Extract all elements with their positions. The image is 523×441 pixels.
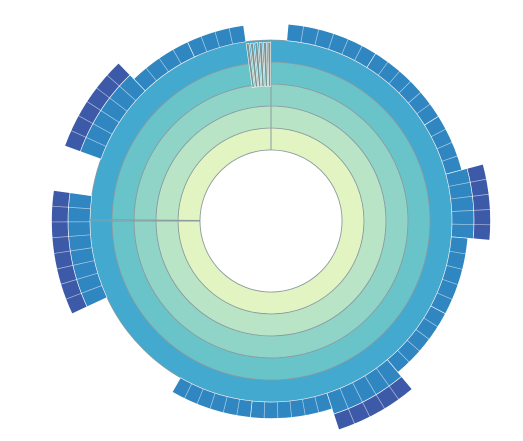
sunburst-divider: [328, 33, 334, 50]
sunburst-divider: [68, 206, 91, 210]
sunburst-divider: [68, 234, 91, 237]
sunburst-outer-sector-3-level-6: [466, 163, 491, 241]
sunburst-divider: [70, 130, 87, 138]
sunburst-divider: [436, 292, 453, 300]
sunburst-divider: [76, 272, 98, 280]
sunburst-divider: [158, 58, 169, 73]
sunburst-divider: [236, 399, 240, 416]
sunburst-divider: [302, 399, 306, 416]
sunburst-divider: [78, 115, 94, 124]
sunburst-divider: [200, 36, 208, 52]
sunburst-divider: [348, 408, 355, 425]
sunburst-divider: [214, 31, 220, 48]
sunburst-divider: [263, 401, 266, 419]
sunburst-divider: [172, 49, 182, 65]
sunburst-divider: [339, 388, 349, 409]
sunburst-divider: [184, 383, 192, 399]
sunburst-divider: [109, 97, 128, 112]
sunburst-divider: [362, 402, 371, 418]
sunburst-divider: [106, 74, 120, 87]
sunburst-divider: [96, 87, 110, 99]
sunburst-divider: [377, 61, 389, 76]
sunburst-sliver-5: [267, 41, 272, 87]
sunburst-divider: [52, 236, 69, 239]
sunburst-divider: [92, 123, 113, 135]
sunburst-divider: [364, 375, 377, 395]
sunburst-divider: [446, 265, 463, 270]
sunburst-divider: [70, 247, 93, 252]
sunburst-divider: [60, 279, 77, 285]
sunburst-divider: [408, 92, 422, 104]
sunburst-sliver-3: [258, 42, 265, 87]
sunburst-divider: [406, 339, 420, 352]
sunburst-divider: [209, 393, 216, 409]
sunburst-divider: [341, 39, 349, 55]
sunburst-divider: [388, 70, 400, 84]
sunburst-divider: [473, 209, 491, 211]
sunburst-divider: [431, 128, 446, 138]
sunburst-divider: [289, 400, 292, 418]
sunburst-divider: [397, 350, 410, 363]
sunburst-divider: [442, 278, 459, 285]
sunburst-divider: [86, 101, 101, 111]
sunburst-divider: [398, 81, 411, 94]
sunburst-sliver-0: [245, 43, 255, 88]
sunburst-center-hole: [199, 149, 343, 293]
sunburst-divider: [276, 401, 279, 419]
sunburst-sliver-2: [254, 42, 262, 88]
sunburst-divider: [472, 193, 489, 197]
sunburst-divider: [449, 250, 466, 255]
sunburst-outer-sector-13-level-5: [187, 25, 247, 58]
sunburst-divider: [81, 285, 103, 294]
sunburst-divider: [423, 317, 438, 328]
sunburst-divider: [415, 329, 430, 340]
sunburst-divider: [314, 396, 320, 413]
sunburst-divider: [354, 45, 363, 61]
sunburst-divider: [196, 388, 204, 405]
sunburst-divider: [228, 27, 233, 45]
sunburst-divider: [416, 103, 431, 115]
sunburst-divider: [470, 178, 487, 183]
sunburst-divider: [314, 29, 320, 46]
sunburst-divider: [451, 210, 474, 212]
sunburst-divider: [56, 265, 73, 270]
sunburst-divider: [72, 260, 95, 266]
sunburst-divider: [222, 396, 228, 413]
sunburst-outer-sector-11-level-6: [64, 62, 131, 152]
sunburst-outer-sector-8-level-5: [171, 377, 253, 418]
sunburst-outer-sector-6-level-6: [333, 376, 413, 431]
sunburst-divider: [436, 141, 453, 150]
sunburst-sliver-1: [250, 42, 258, 88]
sunburst-divider: [145, 67, 157, 82]
sunburst-root-separator-2: [90, 219, 201, 221]
sunburst-divider: [53, 250, 71, 254]
sunburst-divider: [100, 110, 120, 123]
sunburst-divider: [375, 394, 386, 409]
sunburst-sliver-4: [263, 41, 268, 87]
sunburst-divider: [448, 181, 471, 187]
sunburst-divider: [300, 26, 304, 43]
sunburst-divider: [85, 137, 107, 147]
sunburst-outer-sector-10-level-6: [51, 190, 88, 315]
sunburst-divider: [51, 205, 69, 208]
sunburst-divider: [441, 155, 458, 162]
sunburst-divider: [376, 367, 390, 387]
sunburst-divider: [352, 382, 363, 403]
sunburst-divider: [119, 85, 137, 101]
sunburst-divider: [388, 385, 400, 400]
sunburst-divider: [65, 293, 82, 300]
sunburst-divider: [450, 195, 473, 200]
